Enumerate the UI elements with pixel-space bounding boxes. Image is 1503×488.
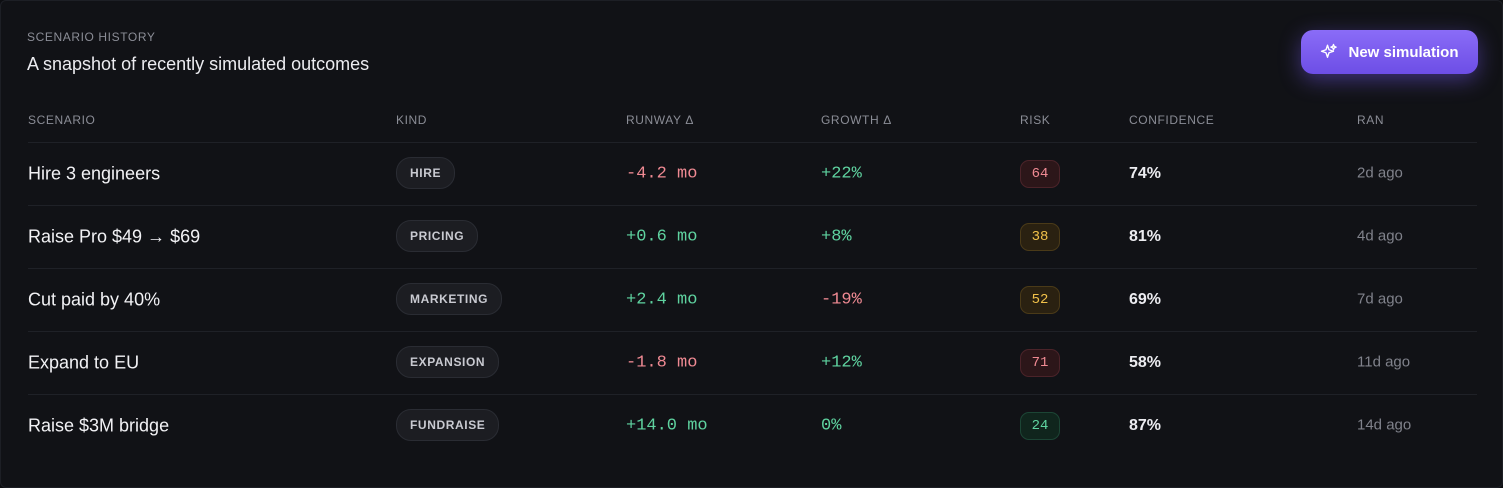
kind-pill: FUNDRAISE xyxy=(396,409,500,441)
row-divider xyxy=(28,394,1477,395)
growth-delta: +22% xyxy=(821,164,862,184)
column-header: RAN xyxy=(1357,113,1385,127)
ran-time: 11d ago xyxy=(1357,353,1411,371)
column-header: RISK xyxy=(1020,113,1051,127)
row-divider xyxy=(28,205,1477,206)
scenario-name: Hire 3 engineers xyxy=(28,163,161,184)
risk-badge: 38 xyxy=(1020,223,1060,251)
row-divider xyxy=(28,331,1477,332)
ran-time: 2d ago xyxy=(1357,164,1403,182)
row-divider xyxy=(28,268,1477,269)
scenario-name: Raise $3M bridge xyxy=(28,415,170,436)
sparkle-icon xyxy=(1321,43,1338,58)
button-label: New simulation xyxy=(1348,43,1459,61)
kind-pill: PRICING xyxy=(396,220,479,252)
risk-badge: 71 xyxy=(1020,349,1060,377)
eyebrow: SCENARIO HISTORY xyxy=(27,30,156,44)
runway-delta: -4.2 mo xyxy=(626,164,698,184)
confidence: 58% xyxy=(1129,354,1162,371)
column-header: SCENARIO xyxy=(28,113,96,127)
confidence: 87% xyxy=(1129,417,1162,434)
growth-delta: +8% xyxy=(821,227,852,247)
column-header: CONFIDENCE xyxy=(1129,113,1215,127)
growth-delta: -19% xyxy=(821,290,862,310)
growth-delta: 0% xyxy=(821,416,842,436)
runway-delta: +0.6 mo xyxy=(626,227,698,247)
confidence: 69% xyxy=(1129,291,1162,308)
column-header: RUNWAY Δ xyxy=(626,113,694,127)
row-divider xyxy=(28,142,1477,143)
ran-time: 4d ago xyxy=(1357,227,1403,245)
runway-delta: +14.0 mo xyxy=(626,416,708,436)
kind-pill: MARKETING xyxy=(396,283,503,315)
kind-pill: EXPANSION xyxy=(396,346,500,378)
risk-badge: 24 xyxy=(1020,412,1060,440)
new-simulation-button[interactable]: New simulation xyxy=(1301,30,1478,74)
runway-delta: +2.4 mo xyxy=(626,290,698,310)
confidence: 81% xyxy=(1129,228,1162,245)
risk-badge: 52 xyxy=(1020,286,1060,314)
runway-delta: -1.8 mo xyxy=(626,353,698,373)
scenario-name: Expand to EU xyxy=(28,352,140,373)
scenario-name: Cut paid by 40% xyxy=(28,289,161,310)
column-header: KIND xyxy=(396,113,428,127)
confidence: 74% xyxy=(1129,165,1162,182)
column-header: GROWTH Δ xyxy=(821,113,892,127)
ran-time: 14d ago xyxy=(1357,416,1412,434)
kind-pill: HIRE xyxy=(396,157,456,189)
scenario-name: Raise Pro $49 → $69 xyxy=(28,226,201,247)
title: A snapshot of recently simulated outcome… xyxy=(27,54,370,74)
growth-delta: +12% xyxy=(821,353,862,373)
ran-time: 7d ago xyxy=(1357,290,1403,308)
risk-badge: 64 xyxy=(1020,160,1060,188)
